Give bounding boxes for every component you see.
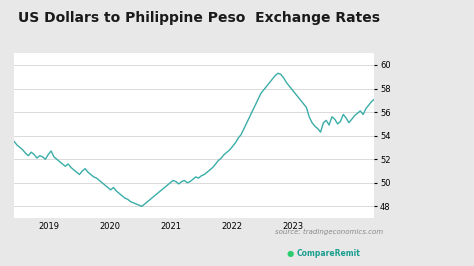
Text: ●: ● (287, 249, 294, 258)
Text: US Dollars to Philippine Peso  Exchange Rates: US Dollars to Philippine Peso Exchange R… (18, 11, 380, 25)
Text: source: tradingeconomics.com: source: tradingeconomics.com (275, 229, 383, 235)
Text: CompareRemit: CompareRemit (296, 249, 360, 258)
